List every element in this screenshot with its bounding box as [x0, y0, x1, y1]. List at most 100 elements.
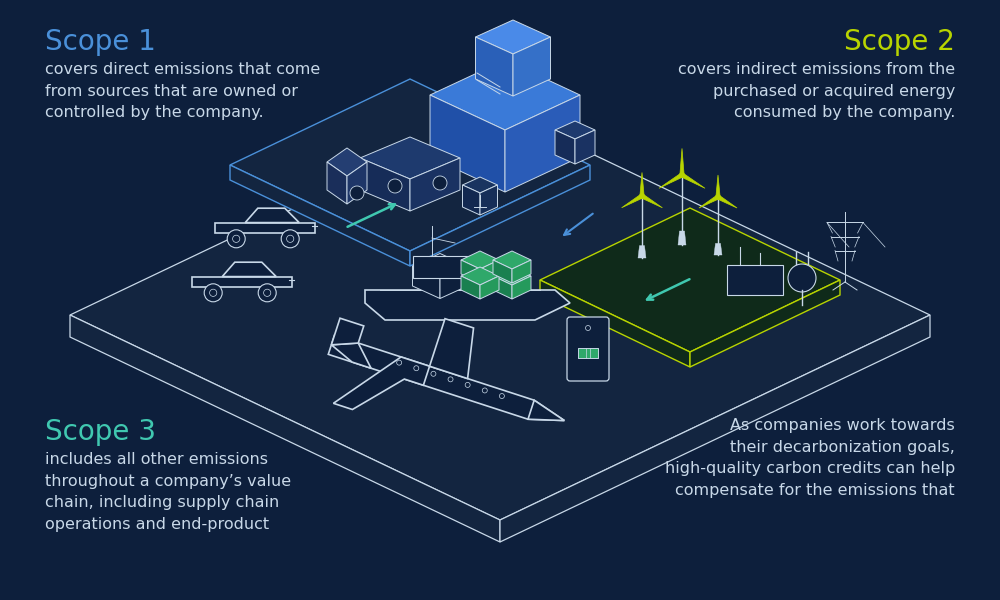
Polygon shape	[493, 251, 531, 269]
Circle shape	[281, 230, 299, 248]
Polygon shape	[500, 315, 930, 542]
Polygon shape	[493, 267, 531, 285]
Polygon shape	[331, 343, 371, 368]
Polygon shape	[659, 173, 684, 188]
Text: Scope 1: Scope 1	[45, 28, 156, 56]
Circle shape	[433, 176, 447, 190]
Polygon shape	[360, 158, 410, 211]
Circle shape	[482, 388, 487, 393]
Circle shape	[716, 194, 720, 199]
Polygon shape	[638, 245, 646, 258]
Polygon shape	[528, 400, 564, 421]
Circle shape	[397, 360, 402, 365]
Polygon shape	[328, 335, 564, 421]
Bar	[578, 348, 598, 358]
Polygon shape	[714, 244, 722, 255]
Circle shape	[499, 394, 504, 398]
Polygon shape	[540, 208, 840, 352]
Polygon shape	[622, 194, 644, 208]
Polygon shape	[461, 260, 480, 283]
Polygon shape	[513, 37, 550, 96]
Text: Scope 3: Scope 3	[45, 418, 156, 446]
Polygon shape	[410, 158, 460, 211]
Polygon shape	[480, 276, 499, 299]
Circle shape	[233, 235, 240, 242]
Text: includes all other emissions
throughout a company’s value
chain, including suppl: includes all other emissions throughout …	[45, 452, 291, 532]
Polygon shape	[512, 260, 531, 283]
Polygon shape	[430, 95, 505, 192]
Polygon shape	[70, 315, 500, 542]
Polygon shape	[462, 185, 480, 215]
Polygon shape	[505, 95, 580, 192]
Polygon shape	[699, 194, 720, 208]
Polygon shape	[678, 231, 686, 245]
Polygon shape	[327, 162, 347, 204]
Polygon shape	[327, 148, 367, 176]
Polygon shape	[230, 165, 410, 266]
Circle shape	[431, 371, 436, 376]
Polygon shape	[480, 185, 497, 215]
Polygon shape	[461, 267, 499, 285]
Polygon shape	[440, 266, 468, 299]
Polygon shape	[430, 60, 580, 130]
Polygon shape	[333, 357, 430, 409]
Circle shape	[227, 230, 245, 248]
Polygon shape	[192, 277, 292, 287]
Polygon shape	[245, 208, 299, 223]
Polygon shape	[480, 260, 499, 283]
Polygon shape	[493, 260, 512, 283]
Polygon shape	[540, 280, 690, 367]
Circle shape	[414, 366, 419, 371]
Polygon shape	[680, 148, 684, 176]
Polygon shape	[727, 265, 783, 295]
Text: Scope 2: Scope 2	[844, 28, 955, 56]
Polygon shape	[476, 20, 550, 54]
Polygon shape	[461, 251, 499, 269]
Polygon shape	[413, 266, 440, 299]
Bar	[578, 348, 598, 358]
Text: covers direct emissions that come
from sources that are owned or
controlled by t: covers direct emissions that come from s…	[45, 62, 320, 120]
Polygon shape	[640, 172, 644, 197]
Polygon shape	[555, 121, 595, 139]
Circle shape	[680, 173, 684, 178]
Polygon shape	[690, 280, 840, 367]
Polygon shape	[716, 194, 737, 208]
Polygon shape	[413, 253, 468, 278]
Circle shape	[264, 289, 271, 296]
Polygon shape	[555, 130, 575, 164]
Polygon shape	[476, 37, 513, 96]
Circle shape	[586, 325, 590, 331]
Polygon shape	[575, 130, 595, 164]
Polygon shape	[493, 276, 512, 299]
Circle shape	[465, 382, 470, 388]
Polygon shape	[413, 256, 470, 278]
Polygon shape	[410, 165, 590, 266]
Polygon shape	[70, 110, 930, 520]
Polygon shape	[640, 194, 662, 208]
Polygon shape	[331, 318, 364, 345]
Circle shape	[210, 289, 217, 296]
Polygon shape	[222, 262, 276, 277]
FancyBboxPatch shape	[567, 317, 609, 381]
Polygon shape	[230, 79, 590, 251]
Circle shape	[258, 284, 276, 302]
Text: covers indirect emissions from the
purchased or acquired energy
consumed by the : covers indirect emissions from the purch…	[678, 62, 955, 120]
Circle shape	[204, 284, 222, 302]
Circle shape	[388, 179, 402, 193]
Polygon shape	[462, 177, 497, 193]
Polygon shape	[347, 162, 367, 204]
Polygon shape	[365, 290, 570, 320]
Circle shape	[788, 264, 816, 292]
Circle shape	[448, 377, 453, 382]
Polygon shape	[215, 223, 314, 233]
Circle shape	[350, 186, 364, 200]
Text: As companies work towards
their decarbonization goals,
high-quality carbon credi: As companies work towards their decarbon…	[665, 418, 955, 498]
Polygon shape	[360, 137, 460, 179]
Polygon shape	[716, 175, 720, 198]
Polygon shape	[461, 276, 480, 299]
Polygon shape	[512, 276, 531, 299]
Circle shape	[640, 193, 644, 199]
Circle shape	[287, 235, 294, 242]
Polygon shape	[430, 319, 474, 379]
Polygon shape	[680, 173, 705, 188]
